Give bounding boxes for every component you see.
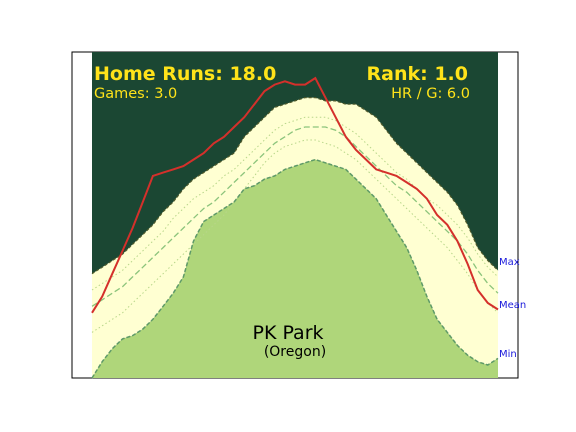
range-band-area (92, 97, 498, 378)
min-ground-area (92, 159, 498, 378)
mean-label: Mean (499, 300, 526, 311)
games-stat: Games: 3.0 (94, 86, 177, 102)
rank-stat: Rank: 1.0 (367, 63, 469, 85)
selected-park-line (91, 76, 499, 314)
lower-quartile-line (91, 139, 499, 333)
min-line (91, 158, 499, 379)
hr-per-game-stat: HR / G: 6.0 (391, 86, 470, 102)
upper-quartile-line (91, 116, 499, 291)
home-runs-stat: Home Runs: 18.0 (94, 63, 276, 85)
min-label: Min (499, 349, 517, 360)
max-label: Max (499, 257, 520, 268)
park-state: (Oregon) (264, 344, 326, 360)
park-name: PK Park (252, 322, 323, 344)
max-line (91, 97, 499, 275)
